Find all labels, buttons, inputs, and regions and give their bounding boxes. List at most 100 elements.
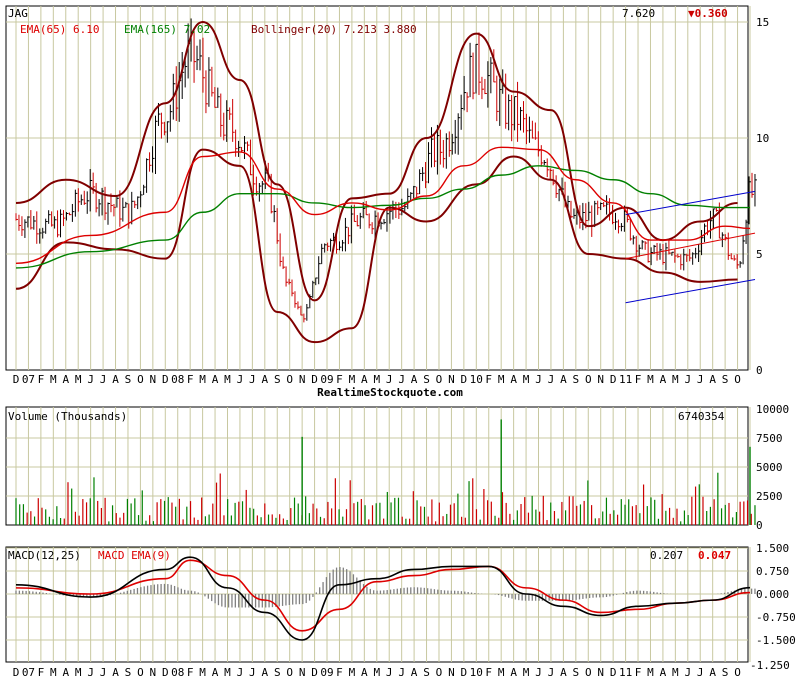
x-tick-label: M xyxy=(498,666,505,679)
x-tick-label: M xyxy=(647,666,654,679)
x-tick-label: J xyxy=(87,666,94,679)
x-tick-label: D xyxy=(610,373,617,386)
x-tick-label: J xyxy=(100,373,107,386)
volume-last-value: 6740354 xyxy=(678,410,725,423)
x-tick-label: S xyxy=(722,666,729,679)
x-tick-label: S xyxy=(274,373,281,386)
macd-y-tick: 0.750 xyxy=(756,565,789,578)
x-tick-label: M xyxy=(199,373,206,386)
x-tick-label: O xyxy=(286,373,293,386)
x-tick-label: J xyxy=(237,666,244,679)
x-tick-label: 10 xyxy=(470,373,483,386)
x-tick-label: F xyxy=(38,373,45,386)
x-tick-label: N xyxy=(299,373,306,386)
x-tick-label: J xyxy=(548,666,555,679)
x-tick-label: D xyxy=(162,373,169,386)
x-tick-label: F xyxy=(187,666,194,679)
x-tick-label: S xyxy=(573,666,580,679)
volume-y-tick: 0 xyxy=(756,519,763,532)
x-tick-label: D xyxy=(162,666,169,679)
ema165-line xyxy=(15,165,750,269)
x-tick-label: D xyxy=(13,666,20,679)
x-tick-label: A xyxy=(560,373,567,386)
x-tick-label: M xyxy=(50,666,57,679)
x-tick-label: F xyxy=(485,373,492,386)
x-tick-label: A xyxy=(660,373,667,386)
watermark: RealtimeStockquote.com xyxy=(317,386,463,399)
x-tick-label: N xyxy=(150,373,157,386)
x-tick-label: 10 xyxy=(470,666,483,679)
x-tick-label: J xyxy=(398,666,405,679)
x-tick-label: M xyxy=(672,373,679,386)
x-tick-label: A xyxy=(709,373,716,386)
x-tick-label: S xyxy=(274,666,281,679)
x-tick-label: A xyxy=(212,666,219,679)
macd-value: 0.207 xyxy=(650,549,683,562)
x-tick-label: D xyxy=(311,666,318,679)
x-tick-label: J xyxy=(386,666,393,679)
x-tick-label: D xyxy=(13,373,20,386)
x-tick-label: M xyxy=(224,666,231,679)
macd-signal-value: 0.047 xyxy=(698,549,731,562)
x-tick-label: A xyxy=(62,373,69,386)
macd-y-tick: 0.000 xyxy=(756,588,789,601)
x-tick-label: O xyxy=(734,666,741,679)
x-tick-label: F xyxy=(187,373,194,386)
x-tick-label: A xyxy=(709,666,716,679)
x-tick-label: F xyxy=(38,666,45,679)
x-tick-label: A xyxy=(660,666,667,679)
x-tick-label: 08 xyxy=(171,666,184,679)
bollinger-lower-line xyxy=(15,148,738,344)
x-tick-label: A xyxy=(262,666,269,679)
x-tick-label: D xyxy=(461,666,468,679)
x-tick-label: M xyxy=(50,373,57,386)
x-tick-label: O xyxy=(137,373,144,386)
x-tick-label: J xyxy=(548,373,555,386)
volume-y-tick: 7500 xyxy=(756,432,783,445)
x-tick-label: S xyxy=(573,373,580,386)
x-tick-label: M xyxy=(523,373,530,386)
x-tick-label: 11 xyxy=(619,373,632,386)
x-tick-label: J xyxy=(398,373,405,386)
volume-y-tick: 2500 xyxy=(756,490,783,503)
x-tick-label: J xyxy=(535,373,542,386)
x-tick-label: F xyxy=(336,373,343,386)
macd-signal-line xyxy=(15,559,751,632)
volume-y-tick: 10000 xyxy=(756,403,789,416)
x-tick-label: S xyxy=(423,666,430,679)
x-tick-label: M xyxy=(498,373,505,386)
x-tick-label: D xyxy=(461,373,468,386)
x-tick-label: F xyxy=(336,666,343,679)
x-tick-label: J xyxy=(87,373,94,386)
x-tick-label: J xyxy=(249,373,256,386)
x-tick-label: J xyxy=(697,373,704,386)
x-tick-label: A xyxy=(361,373,368,386)
x-tick-label: M xyxy=(349,373,356,386)
x-tick-label: F xyxy=(635,373,642,386)
x-tick-label: D xyxy=(610,666,617,679)
x-tick-label: A xyxy=(510,666,517,679)
x-tick-label: M xyxy=(373,666,380,679)
channel-mid-line xyxy=(625,232,756,260)
symbol-label: JAG xyxy=(8,7,28,20)
x-tick-label: S xyxy=(722,373,729,386)
x-tick-label: 09 xyxy=(320,666,333,679)
x-tick-label: J xyxy=(100,666,107,679)
x-tick-label: A xyxy=(560,666,567,679)
x-tick-label: 09 xyxy=(320,373,333,386)
legend-ema165: EMA(165) 7.02 xyxy=(124,23,210,36)
x-tick-label: A xyxy=(62,666,69,679)
x-tick-label: N xyxy=(150,666,157,679)
x-tick-label: O xyxy=(137,666,144,679)
last-price: 7.620 xyxy=(622,7,655,20)
price-y-tick: 15 xyxy=(756,16,769,29)
legend-bollinger: Bollinger(20) 7.213 3.880 xyxy=(251,23,417,36)
x-tick-label: M xyxy=(672,666,679,679)
x-tick-label: M xyxy=(75,666,82,679)
x-tick-label: N xyxy=(597,666,604,679)
x-tick-label: A xyxy=(112,666,119,679)
x-tick-label: J xyxy=(237,373,244,386)
ema65-line xyxy=(15,146,751,264)
x-tick-label: 08 xyxy=(171,373,184,386)
